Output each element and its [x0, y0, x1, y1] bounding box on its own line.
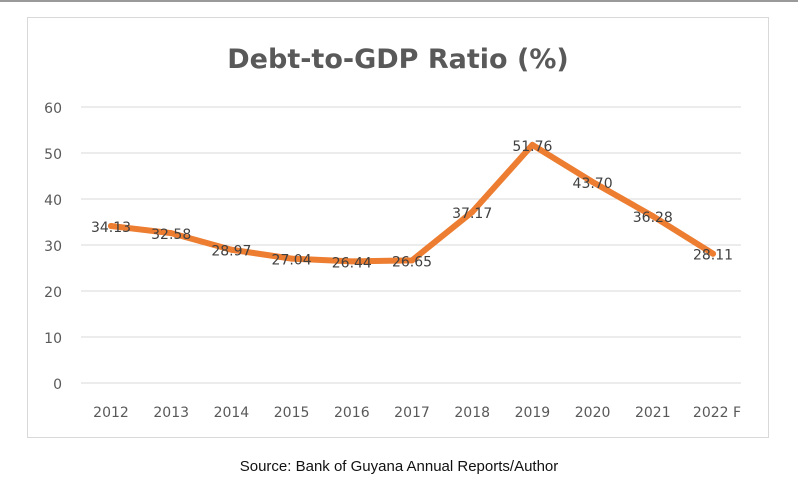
x-tick-label: 2019 [515, 405, 551, 421]
data-point [409, 257, 415, 264]
chart-frame [27, 17, 769, 438]
data-label: 27.04 [272, 253, 312, 269]
data-point [228, 246, 235, 253]
x-tick-label: 2021 [635, 405, 671, 421]
x-tick-label: 2014 [214, 405, 250, 421]
data-label: 32.58 [151, 227, 191, 243]
y-tick-label: 10 [44, 331, 62, 347]
data-label: 28.11 [693, 248, 733, 264]
data-label: 37.17 [452, 206, 492, 222]
series-line [108, 141, 716, 265]
source-note: Source: Bank of Guyana Annual Reports/Au… [239, 458, 559, 475]
x-tick-label: 2013 [153, 405, 189, 421]
x-tick-label: 2015 [274, 405, 310, 421]
data-label: 26.65 [392, 254, 432, 270]
data-label: 26.44 [332, 255, 372, 271]
data-point [168, 230, 175, 237]
data-point [469, 209, 476, 216]
data-label: 43.70 [573, 176, 613, 192]
data-point [529, 141, 536, 148]
x-tick-label: 2012 [93, 405, 129, 421]
y-tick-label: 60 [44, 101, 62, 117]
y-tick-label: 50 [44, 147, 62, 163]
data-label: 28.97 [211, 244, 251, 260]
y-tick-label: 30 [44, 239, 62, 255]
data-point [710, 250, 716, 257]
x-tick-label: 2016 [334, 405, 370, 421]
x-tick-label: 2020 [575, 405, 611, 421]
x-tick-label: 2017 [394, 405, 430, 421]
data-point [348, 258, 355, 265]
data-label: 51.76 [512, 139, 552, 155]
y-tick-label: 20 [44, 285, 62, 301]
data-point [288, 255, 295, 262]
x-tick-label: 2022 F [693, 405, 741, 421]
top-border [0, 0, 798, 2]
y-tick-label: 40 [44, 193, 62, 209]
data-point [649, 213, 656, 220]
data-label: 36.28 [633, 210, 673, 226]
chart-title: Debt-to-GDP Ratio (%) [227, 44, 568, 75]
x-tick-label: 2018 [454, 405, 490, 421]
data-point [108, 223, 114, 230]
data-point [589, 178, 596, 185]
y-tick-label: 0 [53, 377, 62, 393]
data-label: 34.13 [91, 220, 131, 236]
